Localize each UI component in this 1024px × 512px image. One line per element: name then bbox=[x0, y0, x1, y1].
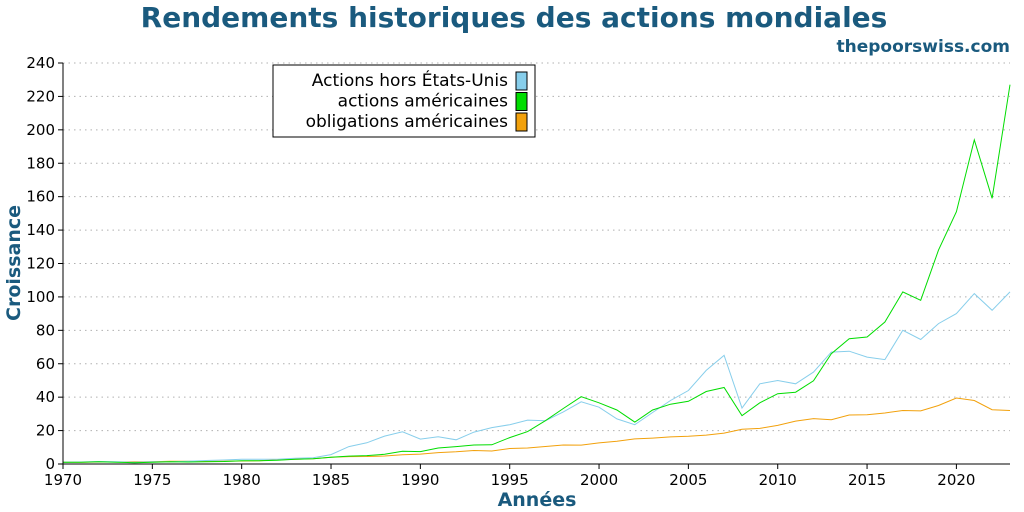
y-tick-label: 140 bbox=[26, 221, 55, 239]
x-tick-label: 1985 bbox=[312, 471, 350, 489]
plot-area bbox=[62, 84, 1011, 464]
x-tick-label: 1980 bbox=[223, 471, 261, 489]
y-tick-label: 0 bbox=[45, 455, 55, 473]
y-axis-ticks: 0 20 40 60 80 100 120 140 160 180 200 220 240 bbox=[26, 54, 63, 473]
legend-swatch bbox=[515, 112, 528, 132]
legend-swatch bbox=[515, 71, 528, 91]
y-tick-label: 80 bbox=[36, 321, 55, 339]
y-tick-label: 40 bbox=[36, 388, 55, 406]
y-axis-title: Croissance bbox=[3, 205, 25, 321]
x-axis-title: Années bbox=[498, 489, 577, 511]
y-tick-label: 220 bbox=[26, 87, 55, 105]
x-tick-label: 2005 bbox=[669, 471, 707, 489]
series-line-1 bbox=[62, 84, 1011, 464]
x-tick-label: 1975 bbox=[133, 471, 171, 489]
legend-label: actions américaines bbox=[338, 92, 508, 112]
y-tick-label: 180 bbox=[26, 154, 55, 172]
x-tick-label: 1970 bbox=[44, 471, 82, 489]
chart-title: Rendements historiques des actions mondi… bbox=[141, 1, 888, 34]
y-tick-label: 100 bbox=[26, 288, 55, 306]
legend-label: obligations américaines bbox=[306, 112, 509, 132]
y-tick-label: 160 bbox=[26, 188, 55, 206]
x-tick-label: 2020 bbox=[937, 471, 975, 489]
legend-label: Actions hors États-Unis bbox=[312, 69, 508, 91]
legend-box bbox=[272, 64, 536, 138]
y-tick-label: 240 bbox=[26, 54, 55, 72]
source-label: thepoorswiss.com bbox=[837, 37, 1011, 57]
y-tick-label: 20 bbox=[36, 422, 55, 440]
y-tick-label: 60 bbox=[36, 355, 55, 373]
x-tick-label: 1995 bbox=[491, 471, 529, 489]
x-tick-label: 2015 bbox=[848, 471, 886, 489]
y-tick-label: 120 bbox=[26, 255, 55, 273]
x-axis-ticks: 1970 1975 1980 1985 1990 1995 2000 2005 2010 2015… bbox=[44, 464, 975, 489]
series-line-0 bbox=[62, 291, 1011, 463]
legend-swatch bbox=[515, 92, 528, 111]
y-tick-label: 200 bbox=[26, 121, 55, 139]
x-tick-label: 2000 bbox=[580, 471, 618, 489]
gridlines bbox=[63, 62, 1010, 432]
x-tick-label: 2010 bbox=[759, 471, 797, 489]
x-tick-label: 1990 bbox=[401, 471, 439, 489]
